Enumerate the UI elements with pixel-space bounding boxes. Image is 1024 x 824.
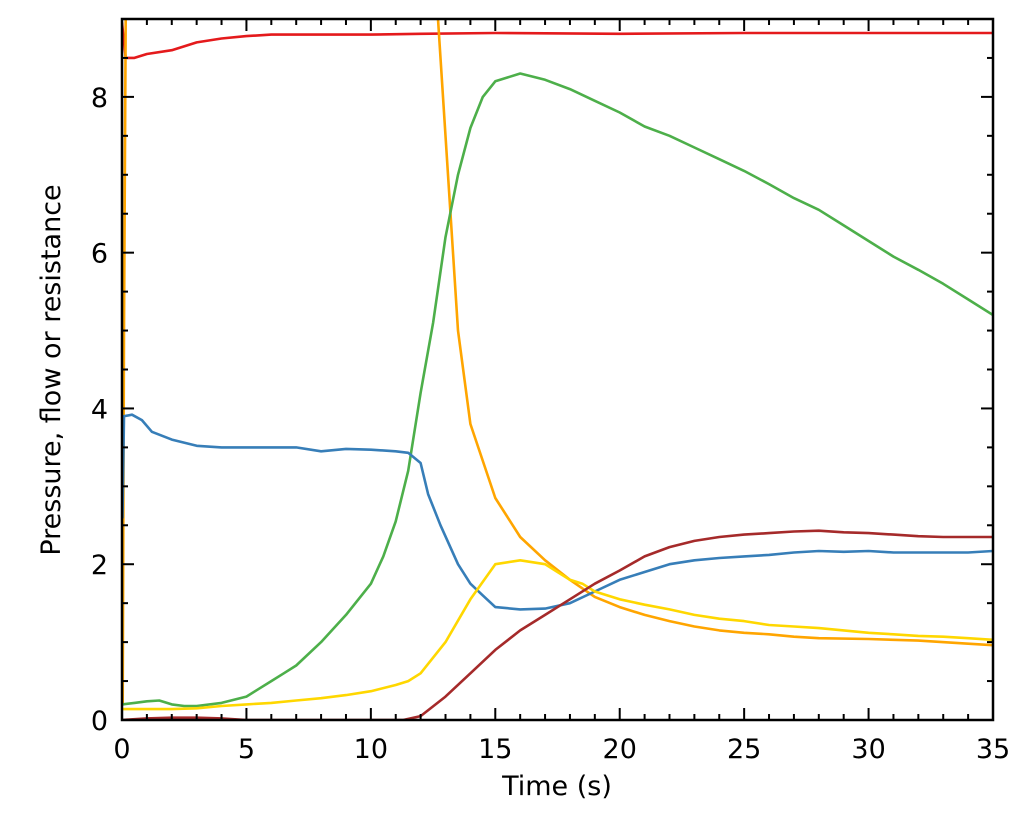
x-tick-label: 35 bbox=[976, 734, 1010, 765]
tick-labels: 0 5 10 15 20 25 30 35 0 2 4 6 8 bbox=[91, 83, 1010, 765]
x-tick-label: 10 bbox=[354, 734, 388, 765]
x-tick-label: 0 bbox=[113, 734, 130, 765]
series-line-5 bbox=[122, 559, 993, 711]
y-axis-title: Pressure, flow or resistance bbox=[36, 184, 67, 555]
plot-frame bbox=[120, 17, 995, 722]
x-tick-label: 30 bbox=[851, 734, 885, 765]
y-tick-label: 2 bbox=[91, 550, 108, 581]
series-line-0 bbox=[122, 21, 993, 60]
tick-marks bbox=[121, 18, 994, 721]
series-line-3 bbox=[122, 72, 993, 708]
x-tick-label: 20 bbox=[603, 734, 637, 765]
series-line-2 bbox=[436, 19, 993, 647]
series-line-4 bbox=[122, 413, 993, 611]
x-tick-label: 15 bbox=[478, 734, 512, 765]
x-tick-label: 5 bbox=[238, 734, 255, 765]
y-tick-label: 8 bbox=[91, 83, 108, 114]
series-line-6 bbox=[122, 529, 993, 720]
x-tick-label: 25 bbox=[727, 734, 761, 765]
series-layer bbox=[122, 19, 993, 720]
y-tick-label: 4 bbox=[91, 394, 108, 425]
x-axis-title: Time (s) bbox=[501, 771, 612, 802]
y-tick-label: 0 bbox=[91, 706, 108, 737]
y-tick-label: 6 bbox=[91, 239, 108, 270]
